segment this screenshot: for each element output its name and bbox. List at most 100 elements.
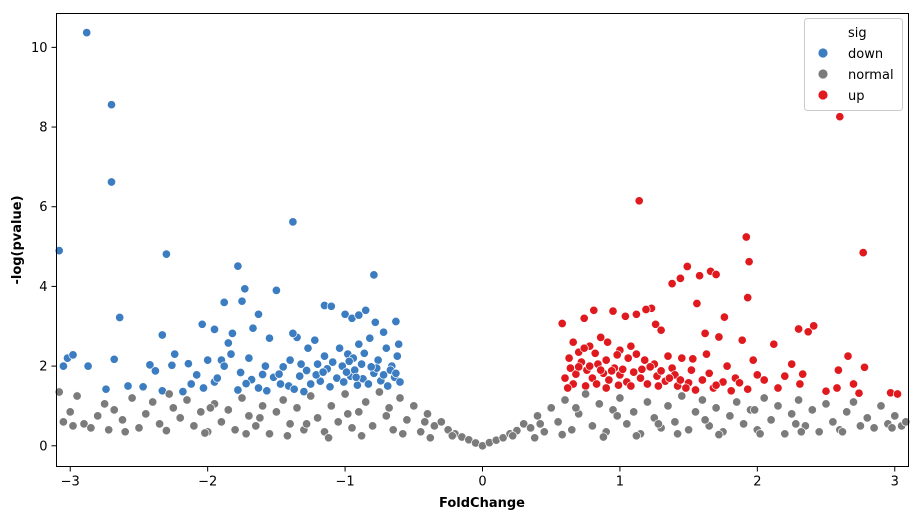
y-axis-label: -log(pvalue) bbox=[10, 195, 25, 284]
point-normal-78 bbox=[587, 421, 597, 431]
legend-marker-normal bbox=[817, 68, 829, 80]
point-normal-144 bbox=[887, 423, 897, 433]
point-down-107 bbox=[366, 362, 376, 372]
point-normal-122 bbox=[890, 411, 900, 421]
point-down-112 bbox=[379, 370, 389, 380]
point-down-71 bbox=[392, 351, 402, 361]
legend-entry-up: up bbox=[817, 89, 865, 104]
point-up-10 bbox=[667, 279, 677, 289]
point-down-5 bbox=[288, 217, 298, 227]
point-normal-16 bbox=[161, 426, 171, 436]
legend-entry-down: down bbox=[817, 47, 883, 62]
point-up-7 bbox=[695, 271, 705, 281]
point-down-2 bbox=[106, 177, 117, 187]
legend: sig down normal up bbox=[804, 18, 903, 111]
point-down-96 bbox=[241, 379, 251, 389]
point-normal-13 bbox=[141, 409, 151, 419]
point-up-87 bbox=[640, 355, 650, 365]
point-down-110 bbox=[341, 367, 352, 377]
point-down-99 bbox=[289, 384, 299, 394]
point-normal-136 bbox=[535, 419, 545, 429]
point-normal-4 bbox=[79, 419, 89, 429]
point-normal-86 bbox=[642, 397, 652, 407]
point-up-18 bbox=[641, 304, 651, 315]
point-normal-139 bbox=[653, 419, 663, 429]
point-normal-110 bbox=[807, 405, 817, 415]
point-up-14 bbox=[809, 321, 819, 331]
point-normal-155 bbox=[282, 431, 292, 441]
point-normal-127 bbox=[164, 389, 174, 399]
point-up-102 bbox=[574, 362, 584, 372]
point-down-40 bbox=[58, 361, 68, 371]
point-down-116 bbox=[274, 369, 284, 379]
point-normal-19 bbox=[182, 395, 192, 405]
point-normal-54 bbox=[422, 409, 433, 419]
point-down-75 bbox=[332, 373, 342, 383]
point-up-96 bbox=[645, 362, 655, 372]
point-down-7 bbox=[369, 270, 379, 280]
point-normal-53 bbox=[416, 427, 426, 437]
point-up-95 bbox=[656, 366, 666, 376]
point-normal-106 bbox=[780, 429, 790, 439]
point-up-60 bbox=[629, 367, 639, 377]
point-normal-15 bbox=[155, 419, 165, 429]
point-normal-31 bbox=[264, 429, 275, 439]
point-down-48 bbox=[192, 370, 202, 380]
point-normal-132 bbox=[384, 403, 394, 413]
point-up-79 bbox=[743, 384, 753, 394]
point-normal-145 bbox=[324, 433, 334, 443]
point-up-4 bbox=[744, 257, 754, 267]
point-normal-65 bbox=[498, 433, 508, 443]
point-normal-157 bbox=[200, 428, 210, 438]
point-down-16 bbox=[227, 328, 237, 338]
point-normal-133 bbox=[420, 417, 430, 427]
point-down-46 bbox=[167, 360, 177, 370]
point-normal-72 bbox=[546, 403, 556, 413]
point-down-57 bbox=[302, 365, 312, 376]
point-normal-29 bbox=[251, 421, 261, 431]
point-normal-143 bbox=[837, 427, 848, 437]
point-down-17 bbox=[248, 323, 258, 333]
point-up-22 bbox=[589, 305, 599, 315]
x-axis-ticks: −3 −2 −1 0 1 2 3 bbox=[61, 466, 899, 490]
point-down-26 bbox=[361, 305, 371, 315]
point-down-35 bbox=[203, 355, 213, 365]
point-normal-100 bbox=[739, 419, 749, 429]
point-down-64 bbox=[354, 339, 364, 349]
point-normal-25 bbox=[223, 405, 233, 415]
point-normal-40 bbox=[326, 401, 336, 411]
y-tick-label: 6 bbox=[39, 200, 47, 215]
point-up-74 bbox=[854, 388, 864, 398]
point-up-49 bbox=[752, 370, 762, 380]
point-normal-47 bbox=[374, 387, 384, 397]
point-down-29 bbox=[379, 327, 389, 337]
point-down-66 bbox=[365, 333, 375, 343]
point-normal-129 bbox=[255, 413, 265, 423]
point-down-89 bbox=[123, 381, 133, 391]
point-up-75 bbox=[821, 386, 831, 396]
point-normal-18 bbox=[175, 413, 185, 423]
point-normal-49 bbox=[388, 425, 398, 435]
point-down-59 bbox=[319, 351, 330, 361]
point-normal-147 bbox=[398, 429, 408, 439]
point-normal-51 bbox=[402, 415, 412, 425]
point-up-59 bbox=[635, 373, 646, 383]
point-normal-124 bbox=[901, 417, 911, 427]
point-down-74 bbox=[325, 382, 335, 392]
point-up-97 bbox=[637, 364, 647, 374]
y-tick-label: 8 bbox=[39, 121, 47, 136]
x-tick-label: 1 bbox=[616, 475, 624, 490]
point-up-13 bbox=[719, 312, 729, 322]
point-up-76 bbox=[832, 383, 842, 393]
point-normal-154 bbox=[714, 430, 724, 440]
point-normal-34 bbox=[285, 419, 295, 429]
point-down-3 bbox=[54, 246, 64, 256]
point-normal-141 bbox=[750, 405, 760, 415]
point-normal-24 bbox=[216, 417, 226, 427]
point-normal-131 bbox=[343, 409, 353, 419]
point-down-4 bbox=[161, 249, 171, 259]
point-up-108 bbox=[601, 383, 611, 393]
point-normal-117 bbox=[855, 421, 865, 431]
point-up-77 bbox=[795, 379, 805, 389]
point-up-2 bbox=[741, 232, 751, 242]
